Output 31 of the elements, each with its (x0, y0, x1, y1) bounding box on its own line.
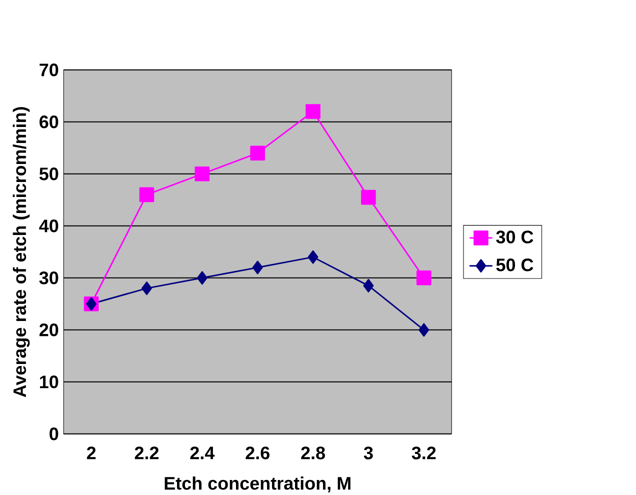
x-tick-label: 2 (86, 446, 96, 460)
y-tick-label: 20 (40, 324, 58, 336)
x-tick-label: 3.2 (412, 446, 436, 460)
y-tick-label: 50 (39, 168, 58, 180)
x-tick-label: 2.4 (190, 446, 215, 460)
point (196, 271, 208, 285)
y-tick-label: 30 (39, 272, 58, 284)
y-tick-label: 70 (40, 64, 58, 76)
point (250, 146, 266, 160)
point (194, 166, 210, 182)
y-tick-label: 60 (40, 116, 58, 128)
x-tick-label: 2.6 (246, 446, 270, 460)
legend-label: 30 C (496, 230, 534, 244)
x-tick-label: 2.2 (134, 446, 159, 460)
point (308, 250, 318, 264)
point (416, 270, 432, 286)
point (306, 104, 320, 119)
point (139, 187, 154, 202)
y-tick-label: 0 (50, 428, 58, 440)
point (252, 260, 263, 274)
x-tick-label: 3 (364, 446, 373, 460)
x-tick-label: 2.8 (301, 446, 325, 460)
point (142, 282, 152, 296)
y-axis-title: Average rate of etch (microm/min) (12, 107, 30, 398)
y-tick-label: 10 (40, 376, 58, 388)
point (363, 278, 374, 292)
x-axis-title: Etch concentration, M (164, 476, 350, 492)
point (361, 190, 376, 205)
legend-label: 50 C (496, 258, 534, 272)
y-tick-label: 40 (39, 220, 58, 232)
point (418, 323, 430, 337)
